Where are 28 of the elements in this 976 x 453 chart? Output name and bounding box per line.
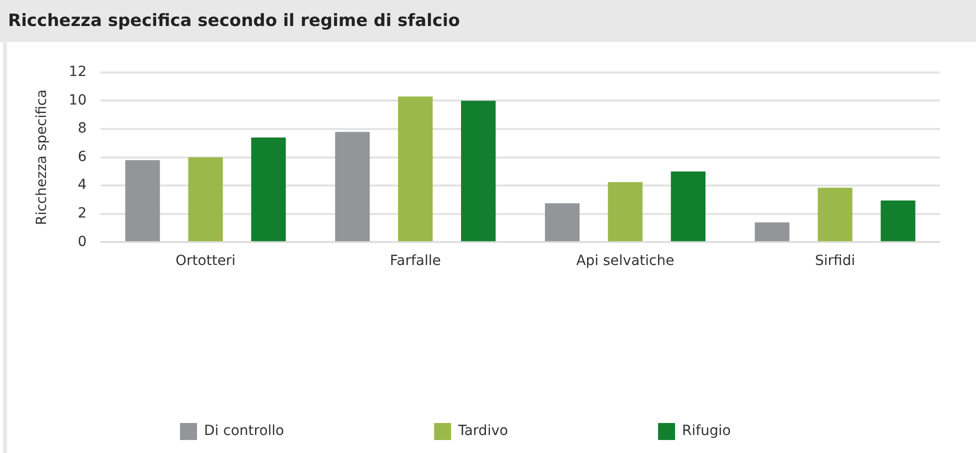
bar: [818, 188, 852, 242]
bar: [251, 137, 286, 242]
legend-label: Rifugio: [682, 423, 731, 440]
x-tick-label: Sirfidi: [815, 253, 856, 270]
bar: [880, 200, 916, 242]
y-tick-label: 2: [78, 206, 87, 222]
y-tick-label: 12: [68, 64, 87, 80]
y-tick-label: 8: [78, 120, 87, 137]
legend-label: Tardivo: [457, 423, 508, 440]
chart-title: Ricchezza specifica secondo il regime di sfalcio: [0, 0, 976, 42]
bar: [125, 160, 160, 242]
bar: [670, 171, 706, 242]
bar: [608, 182, 643, 242]
x-tick-label: Api selvatiche: [576, 253, 674, 270]
y-tick-label: 0: [78, 234, 87, 250]
x-tick-label: Farfalle: [390, 253, 441, 270]
bar: [461, 100, 496, 242]
legend-label: Di controllo: [204, 423, 284, 440]
y-tick-label: 6: [78, 148, 87, 165]
bar: [188, 157, 223, 242]
y-axis-title: Ricchezza specifica: [34, 89, 50, 226]
bar: [754, 222, 790, 242]
bar: [335, 132, 370, 242]
x-tick-label: Ortotteri: [176, 253, 236, 270]
y-tick-label: 4: [78, 177, 87, 194]
y-tick-label: 10: [68, 92, 87, 108]
bar: [398, 96, 433, 242]
bar: [544, 203, 580, 242]
